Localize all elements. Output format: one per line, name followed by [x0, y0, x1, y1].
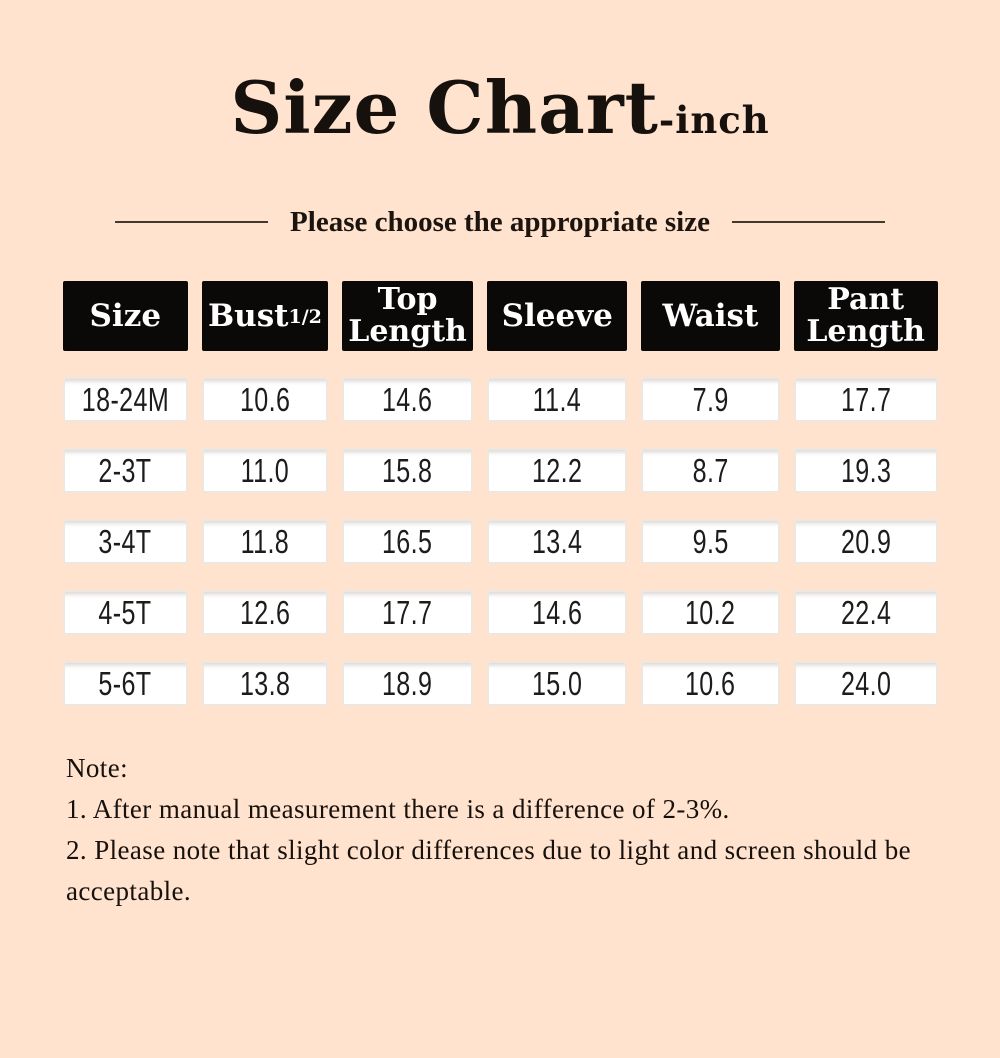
page-title-text: Size Chart	[230, 65, 659, 150]
column-header-label: Bust1/2	[207, 297, 322, 334]
column-header-line: Length	[348, 314, 467, 349]
table-cell: 9.5	[641, 519, 780, 564]
subtitle-text: Please choose the appropriate size	[290, 205, 710, 238]
table-cell: 12.2	[487, 448, 628, 493]
row-size-label: 2-3T	[62, 448, 189, 493]
column-header-sleeve: Sleeve	[487, 281, 628, 351]
table-cell: 17.7	[793, 377, 938, 422]
subtitle-row: Please choose the appropriate size	[0, 203, 1000, 241]
table-cell: 10.6	[202, 377, 328, 422]
table-cell: 11.0	[202, 448, 328, 493]
column-header-label: Sleeve	[501, 297, 613, 334]
note-line: 1. After manual measurement there is a d…	[66, 794, 730, 824]
table-cell: 8.7	[641, 448, 780, 493]
table-cell: 10.2	[641, 590, 780, 635]
row-size-label: 18-24M	[62, 377, 189, 422]
column-header-bust: Bust1/2	[202, 281, 328, 351]
column-header-line: Pant	[827, 282, 905, 318]
title-unit-suffix: -inch	[658, 98, 770, 142]
page-title: Size Chart-inch	[0, 58, 1000, 179]
row-size-label: 3-4T	[62, 519, 189, 564]
row-size-label: 5-6T	[62, 661, 189, 706]
table-cell: 13.4	[487, 519, 628, 564]
column-header-label: Size	[89, 297, 162, 334]
table-cell: 15.8	[341, 448, 474, 493]
table-cell: 7.9	[641, 377, 780, 422]
table-cell: 18.9	[341, 661, 474, 706]
column-header-line: Length	[806, 314, 925, 349]
column-header-size: Size	[62, 281, 189, 351]
divider-line-left	[115, 221, 269, 223]
column-header-top-length: Top Length	[341, 281, 474, 351]
row-size-label: 4-5T	[62, 590, 189, 635]
table-cell: 19.3	[793, 448, 938, 493]
size-chart-page: { "title": { "main": "Size Chart", "suff…	[0, 58, 1000, 1058]
table-cell: 14.6	[487, 590, 628, 635]
table-cell: 14.6	[341, 377, 474, 422]
table-cell: 24.0	[793, 661, 938, 706]
bust-fraction-label: 1/2	[288, 305, 322, 328]
table-cell: 17.7	[341, 590, 474, 635]
table-cell: 11.4	[487, 377, 628, 422]
note-label: Note:	[66, 753, 128, 783]
size-chart-table: Size Bust1/2 Top Length Sleeve Waist Pan…	[62, 281, 938, 706]
column-header-label: Waist	[662, 297, 759, 334]
column-header-pant-length: Pant Length	[793, 281, 938, 351]
note-line: 2. Please note that slight color differe…	[66, 835, 911, 865]
note-section: Note: 1. After manual measurement there …	[66, 748, 940, 912]
divider-line-right	[731, 221, 885, 223]
column-header-line: Top	[377, 282, 438, 318]
note-line: acceptable.	[66, 876, 192, 906]
table-cell: 20.9	[793, 519, 938, 564]
table-cell: 15.0	[487, 661, 628, 706]
table-cell: 12.6	[202, 590, 328, 635]
table-cell: 22.4	[793, 590, 938, 635]
table-cell: 13.8	[202, 661, 328, 706]
column-header-waist: Waist	[641, 281, 780, 351]
table-cell: 16.5	[341, 519, 474, 564]
table-cell: 10.6	[641, 661, 780, 706]
table-cell: 11.8	[202, 519, 328, 564]
